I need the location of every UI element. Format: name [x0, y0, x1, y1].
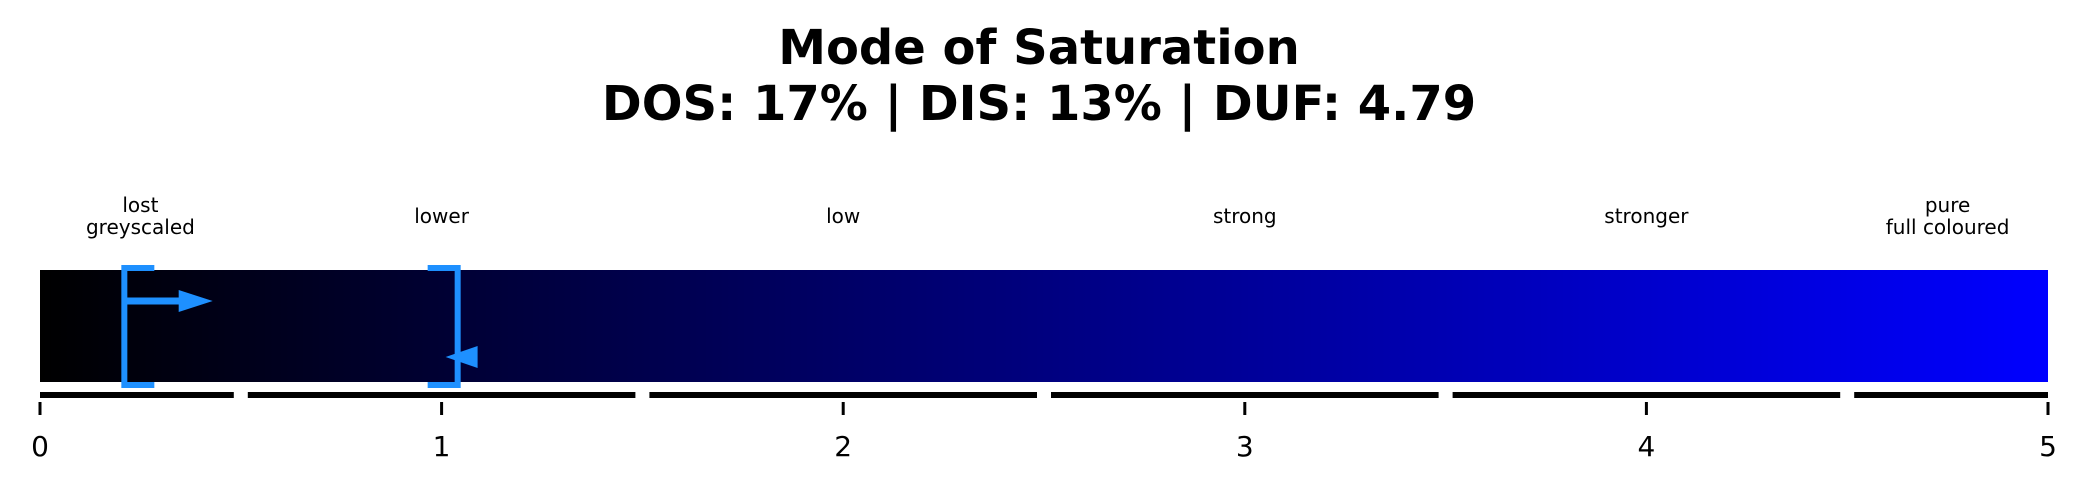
tick-label: 4 [1637, 430, 1655, 463]
right-arrow-head [178, 290, 213, 312]
category-label: lower [414, 204, 469, 228]
category-label: pure full coloured [1886, 193, 2010, 239]
category-label: lost greyscaled [86, 193, 195, 239]
category-label: strong [1213, 204, 1277, 228]
range-markers [121, 265, 478, 388]
right-bracket-marker [427, 265, 461, 388]
chart-title-line1: Mode of Saturation [778, 20, 1300, 76]
tick-label: 3 [1236, 430, 1254, 463]
tick-label: 2 [834, 430, 852, 463]
chart-title: Mode of Saturation DOS: 17% | DIS: 13% |… [0, 20, 2078, 132]
axis-ticks: 0 1 2 3 4 5 [31, 402, 2057, 463]
category-label: stronger [1604, 204, 1689, 228]
saturation-gradient-bar [40, 270, 2048, 382]
tick-label: 1 [433, 430, 451, 463]
category-labels: lost greyscaled lower low strong stronger pure… [86, 193, 2009, 239]
tick-label: 0 [31, 430, 49, 463]
tick-label: 5 [2039, 430, 2057, 463]
category-label: low [826, 204, 860, 228]
chart-title-line2: DOS: 17% | DIS: 13% | DUF: 4.79 [601, 76, 1477, 132]
left-bracket-marker [121, 265, 155, 388]
left-arrow-head [445, 346, 478, 368]
